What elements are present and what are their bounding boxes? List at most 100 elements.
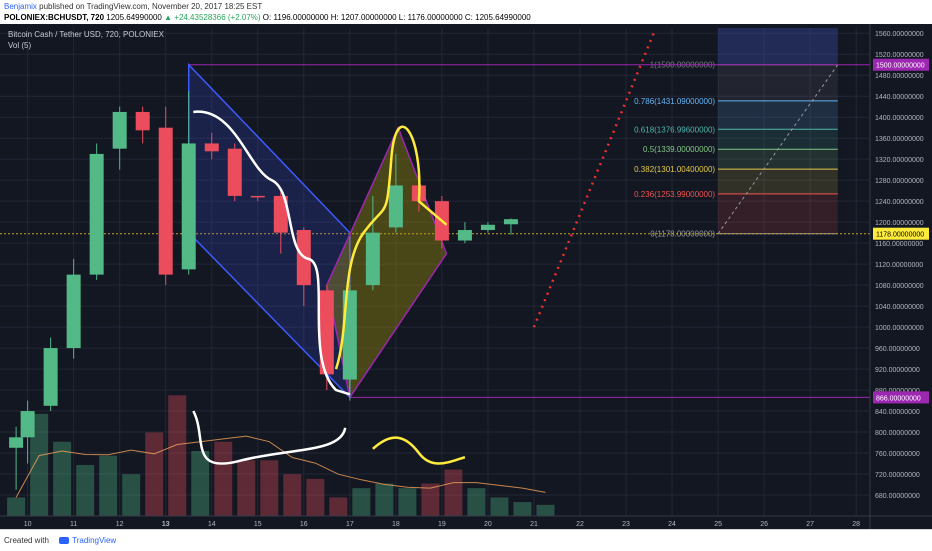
ohlc-values: O: 1196.00000000 H: 1207.00000000 L: 117… — [262, 13, 531, 22]
volume-bar — [398, 488, 417, 516]
candle-body — [20, 411, 35, 438]
price-tick-label: 1000.00000000 — [875, 325, 924, 332]
price-tick-label: 1520.00000000 — [875, 52, 924, 59]
fib-level-label: 1(1500.00000000) — [650, 61, 716, 70]
price-tick-label: 720.00000000 — [875, 472, 920, 479]
volume-bar — [260, 460, 279, 516]
candle-body — [204, 143, 219, 152]
publish-header: Benjamix published on TradingView.com, N… — [0, 0, 932, 24]
price-tick-label: 840.00000000 — [875, 409, 920, 416]
time-tick-label: 17 — [346, 521, 354, 528]
price-tag-label: 866.00000000 — [876, 395, 921, 402]
created-with-text: Created with — [4, 536, 49, 545]
price-axis-bg — [870, 24, 932, 529]
price-tick-label: 920.00000000 — [875, 367, 920, 374]
fib-level-label: 0(1178.00000000) — [650, 230, 715, 239]
quote-line: POLONIEX:BCHUSDT, 720 1205.64990000 ▲ +2… — [4, 13, 531, 22]
volume-bar — [53, 441, 72, 516]
volume-bar — [352, 488, 371, 516]
candle-body — [342, 290, 357, 380]
candle-body — [135, 111, 150, 131]
fib-level-label: 0.382(1301.00400000) — [634, 165, 715, 174]
volume-bar — [467, 488, 486, 516]
time-tick-label: 20 — [484, 521, 492, 528]
volume-bar — [168, 395, 187, 516]
chart-background — [0, 24, 932, 529]
price-tick-label: 1160.00000000 — [875, 241, 923, 248]
time-tick-label: 22 — [576, 521, 584, 528]
price-tick-label: 760.00000000 — [875, 451, 920, 458]
price-tick-label: 1560.00000000 — [875, 31, 924, 38]
candle-body — [457, 230, 472, 241]
volume-ma-line — [15, 435, 546, 498]
published-text: published on TradingView.com, November 2… — [39, 2, 263, 11]
price-chart[interactable]: 1(1500.00000000) 0.786(1431.09000000) 0.61… — [0, 24, 932, 529]
fib-zone-top — [718, 28, 838, 65]
time-tick-label: 21 — [530, 521, 538, 528]
time-tick-label: 15 — [254, 521, 262, 528]
volume-bar — [536, 504, 555, 516]
time-tick-label: 28 — [852, 521, 860, 528]
volume-bar — [7, 497, 26, 516]
candle-body — [158, 127, 173, 275]
tradingview-brand[interactable]: TradingView — [72, 536, 117, 545]
volume-bar — [30, 413, 49, 516]
candle-body — [89, 153, 104, 275]
symbol-label: POLONIEX:BCHUSDT, 720 — [4, 13, 105, 22]
candle-body — [365, 232, 380, 286]
chart-title: Bitcoin Cash / Tether USD, 720, POLONIEX — [8, 30, 164, 39]
white-drawn-curve — [193, 110, 351, 396]
price-tick-label: 1200.00000000 — [875, 220, 924, 227]
fib-level-label: 0.618(1376.99600000) — [634, 125, 715, 134]
volume-bar — [122, 474, 141, 516]
yellow-volume-curve — [372, 436, 466, 465]
price-tick-label: 1480.00000000 — [875, 73, 924, 80]
price-tag-bg — [873, 227, 929, 240]
volume-bar — [329, 497, 348, 516]
volume-bar — [237, 460, 256, 516]
footer: Created with TradingView — [0, 529, 932, 551]
time-tick-label: 14 — [208, 521, 216, 528]
price-tag-label: 1178.00000000 — [876, 232, 924, 239]
fib-zone — [718, 64, 838, 101]
time-tick-label: 27 — [806, 521, 814, 528]
candle-body — [112, 111, 127, 149]
price-tick-label: 680.00000000 — [875, 493, 920, 500]
candle-body — [227, 148, 242, 196]
price-tick-label: 1440.00000000 — [875, 94, 924, 101]
fib-zone — [718, 193, 838, 234]
volume-bar — [306, 478, 325, 516]
price-tick-label: 1240.00000000 — [875, 199, 924, 206]
candle-body — [480, 224, 495, 231]
created-with: Created with TradingView — [4, 536, 116, 545]
time-tick-label: 13 — [162, 521, 170, 528]
author-link[interactable]: Benjamix — [4, 2, 37, 11]
candle-body — [273, 195, 288, 233]
price-tick-label: 1040.00000000 — [875, 304, 924, 311]
price-tag-bg — [873, 391, 929, 404]
price-tick-label: 1080.00000000 — [875, 283, 924, 290]
volume-bar — [444, 469, 463, 516]
candle-body — [250, 195, 265, 198]
volume-bar — [421, 483, 440, 516]
time-tick-label: 11 — [70, 521, 77, 528]
time-tick-label: 23 — [622, 521, 630, 528]
candle-body — [43, 348, 58, 406]
time-tick-label: 25 — [714, 521, 722, 528]
last-price: 1205.64990000 — [106, 13, 162, 22]
fib-level-label: 0.5(1339.00000000) — [643, 145, 715, 154]
fib-level-label: 0.786(1431.09000000) — [634, 97, 715, 106]
publish-line: Benjamix published on TradingView.com, N… — [4, 2, 262, 11]
volume-bar — [191, 451, 210, 516]
tradingview-logo-icon — [59, 537, 70, 545]
candle-body — [66, 274, 81, 349]
time-tick-label: 12 — [116, 521, 124, 528]
price-tick-label: 1400.00000000 — [875, 115, 924, 122]
candle-body — [319, 290, 334, 375]
time-tick-label: 10 — [24, 521, 32, 528]
candle-body — [9, 437, 24, 448]
volume-bar — [513, 502, 532, 516]
fib-level-label: 0.236(1253.99000000) — [634, 190, 715, 199]
volume-bar — [99, 455, 118, 516]
chart-area[interactable]: 1(1500.00000000) 0.786(1431.09000000) 0.61… — [0, 24, 932, 529]
